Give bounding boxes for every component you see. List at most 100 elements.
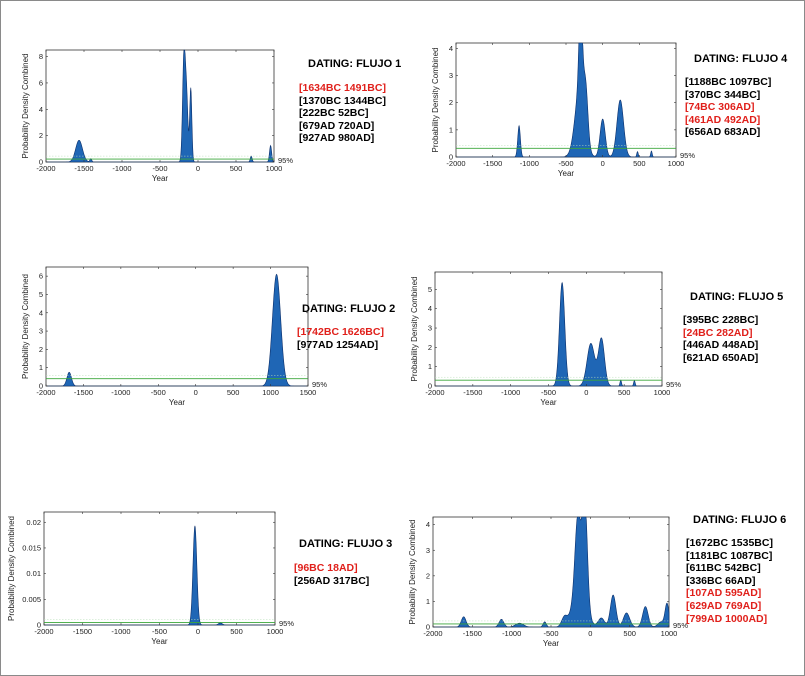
y-tick-label: 8 bbox=[39, 52, 43, 61]
y-axis-label: Probability Density Combined bbox=[7, 516, 16, 621]
x-tick-label: 0 bbox=[196, 164, 200, 173]
x-tick-label: 1000 bbox=[266, 164, 283, 173]
x-tick-label: 0 bbox=[194, 388, 198, 397]
x-tick-label: 500 bbox=[633, 159, 646, 168]
chart-panel-flujo-5: 95% -2000 -1500 -1000 -500 0 500 1000 0 1 2 3 4 5 Year… bbox=[400, 255, 805, 415]
date-range: [629AD 769AD] bbox=[686, 599, 762, 612]
date-ranges: [1188BC 1097BC] [370BC 344BC] [74BC 306A… bbox=[685, 76, 771, 139]
plot-area bbox=[432, 516, 670, 628]
date-range: [799AD 1000AD] bbox=[686, 612, 768, 625]
y-tick-label: 0 bbox=[37, 621, 41, 630]
dating-title: DATING: FLUJO 4 bbox=[694, 53, 788, 65]
date-ranges: [1672BC 1535BC] [1181BC 1087BC] [611BC 5… bbox=[686, 537, 773, 625]
x-tick-label: -2000 bbox=[36, 388, 55, 397]
date-range: [336BC 66AD] bbox=[686, 574, 756, 587]
x-tick-label: 500 bbox=[618, 388, 631, 397]
y-tick-label: 5 bbox=[428, 285, 432, 294]
y-tick-label: 4 bbox=[39, 105, 43, 114]
date-range: [679AD 720AD] bbox=[299, 119, 375, 132]
x-tick-label: 500 bbox=[623, 629, 636, 638]
y-tick-label: 6 bbox=[39, 272, 43, 281]
y-tick-label: 0 bbox=[39, 382, 43, 391]
date-ranges: [1634BC 1491BC] [1370BC 1344BC] [222BC 5… bbox=[299, 82, 386, 145]
chart-panel-flujo-3: 95% -2000 -1500 -1000 -500 0 500 1000 0 0.005 0.01… bbox=[0, 495, 400, 665]
chart-flujo-2: 95% -2000 -1500 -1000 -500 0 500 1000 1500 0 1 2 3 4 5… bbox=[21, 266, 327, 407]
x-tick-label: -500 bbox=[541, 388, 556, 397]
y-axis-label: Probability Density Combined bbox=[21, 274, 30, 379]
date-range: [222BC 52BC] bbox=[299, 107, 369, 120]
y-tick-label: 3 bbox=[428, 324, 432, 333]
y-tick-label: 2 bbox=[39, 345, 43, 354]
y-tick-label: 0 bbox=[449, 153, 453, 162]
x-tick-label: 1000 bbox=[661, 629, 678, 638]
y-tick-label: 3 bbox=[426, 546, 430, 555]
date-range: [446AD 448AD] bbox=[683, 339, 759, 352]
dating-title: DATING: FLUJO 3 bbox=[299, 538, 393, 550]
x-tick-label: -500 bbox=[543, 629, 558, 638]
dating-title: DATING: FLUJO 2 bbox=[302, 303, 396, 315]
plot-area bbox=[45, 266, 309, 387]
x-tick-label: -1000 bbox=[501, 388, 520, 397]
date-range: [927AD 980AD] bbox=[299, 132, 375, 145]
y-tick-label: 4 bbox=[449, 44, 453, 53]
x-tick-label: -2000 bbox=[446, 159, 465, 168]
x-axis-label: Year bbox=[558, 169, 575, 178]
y-tick-label: 0.02 bbox=[26, 518, 41, 527]
threshold-label: 95% bbox=[680, 151, 695, 160]
dating-title: DATING: FLUJO 5 bbox=[690, 291, 784, 303]
y-tick-label: 2 bbox=[39, 131, 43, 140]
x-tick-label: -2000 bbox=[34, 627, 53, 636]
plot-area bbox=[43, 511, 276, 626]
plot-area bbox=[455, 42, 677, 158]
y-tick-label: 0 bbox=[428, 382, 432, 391]
x-axis-label: Year bbox=[151, 637, 168, 646]
y-axis-label: Probability Density Combined bbox=[431, 48, 440, 153]
y-tick-label: 0.01 bbox=[26, 569, 41, 578]
y-tick-label: 5 bbox=[39, 290, 43, 299]
y-tick-label: 1 bbox=[39, 363, 43, 372]
x-tick-label: -2000 bbox=[36, 164, 55, 173]
x-tick-label: -1000 bbox=[112, 164, 131, 173]
x-tick-label: -1500 bbox=[74, 388, 93, 397]
y-tick-label: 2 bbox=[426, 571, 430, 580]
date-range: [24BC 282AD] bbox=[683, 326, 753, 339]
x-tick-label: -1500 bbox=[463, 629, 482, 638]
y-tick-label: 2 bbox=[428, 343, 432, 352]
date-range: [256AD 317BC] bbox=[294, 574, 370, 587]
date-range: [1634BC 1491BC] bbox=[299, 82, 386, 94]
x-tick-label: -1000 bbox=[520, 159, 539, 168]
date-range: [621AD 650AD] bbox=[683, 351, 759, 364]
dating-title: DATING: FLUJO 6 bbox=[693, 514, 787, 526]
x-tick-label: -2000 bbox=[425, 388, 444, 397]
x-axis-label: Year bbox=[540, 398, 557, 407]
x-tick-label: 0 bbox=[584, 388, 588, 397]
y-tick-label: 2 bbox=[449, 98, 453, 107]
x-tick-label: -1000 bbox=[111, 388, 130, 397]
x-tick-label: 500 bbox=[227, 388, 240, 397]
x-tick-label: -1500 bbox=[74, 164, 93, 173]
x-axis-label: Year bbox=[543, 639, 560, 648]
date-range: [611BC 542BC] bbox=[686, 562, 761, 575]
date-range: [977AD 1254AD] bbox=[297, 338, 379, 351]
x-tick-label: 0 bbox=[588, 629, 592, 638]
date-range: [395BC 228BC] bbox=[683, 314, 759, 326]
x-tick-label: -500 bbox=[152, 627, 167, 636]
y-tick-label: 1 bbox=[449, 125, 453, 134]
x-tick-label: 500 bbox=[230, 627, 243, 636]
threshold-label: 95% bbox=[673, 621, 688, 630]
threshold-label: 95% bbox=[279, 619, 294, 628]
x-tick-label: -1500 bbox=[73, 627, 92, 636]
y-tick-label: 6 bbox=[39, 78, 43, 87]
y-tick-label: 0 bbox=[39, 158, 43, 167]
x-tick-label: -2000 bbox=[423, 629, 442, 638]
density-area bbox=[46, 49, 275, 163]
density-area bbox=[46, 273, 308, 387]
chart-flujo-1: 95% -2000 -1500 -1000 -500 0 500 1000 0 2 4 6 8 Year P… bbox=[21, 49, 293, 183]
plot-area bbox=[434, 271, 663, 387]
date-range: [74BC 306AD] bbox=[685, 101, 755, 114]
chart-flujo-4: 95% -2000 -1500 -1000 -500 0 500 1000 0 1 2 3 4 Year P… bbox=[431, 42, 695, 178]
x-tick-label: 1000 bbox=[654, 388, 671, 397]
x-tick-label: -500 bbox=[151, 388, 166, 397]
x-tick-label: -500 bbox=[558, 159, 573, 168]
x-tick-label: 0 bbox=[601, 159, 605, 168]
